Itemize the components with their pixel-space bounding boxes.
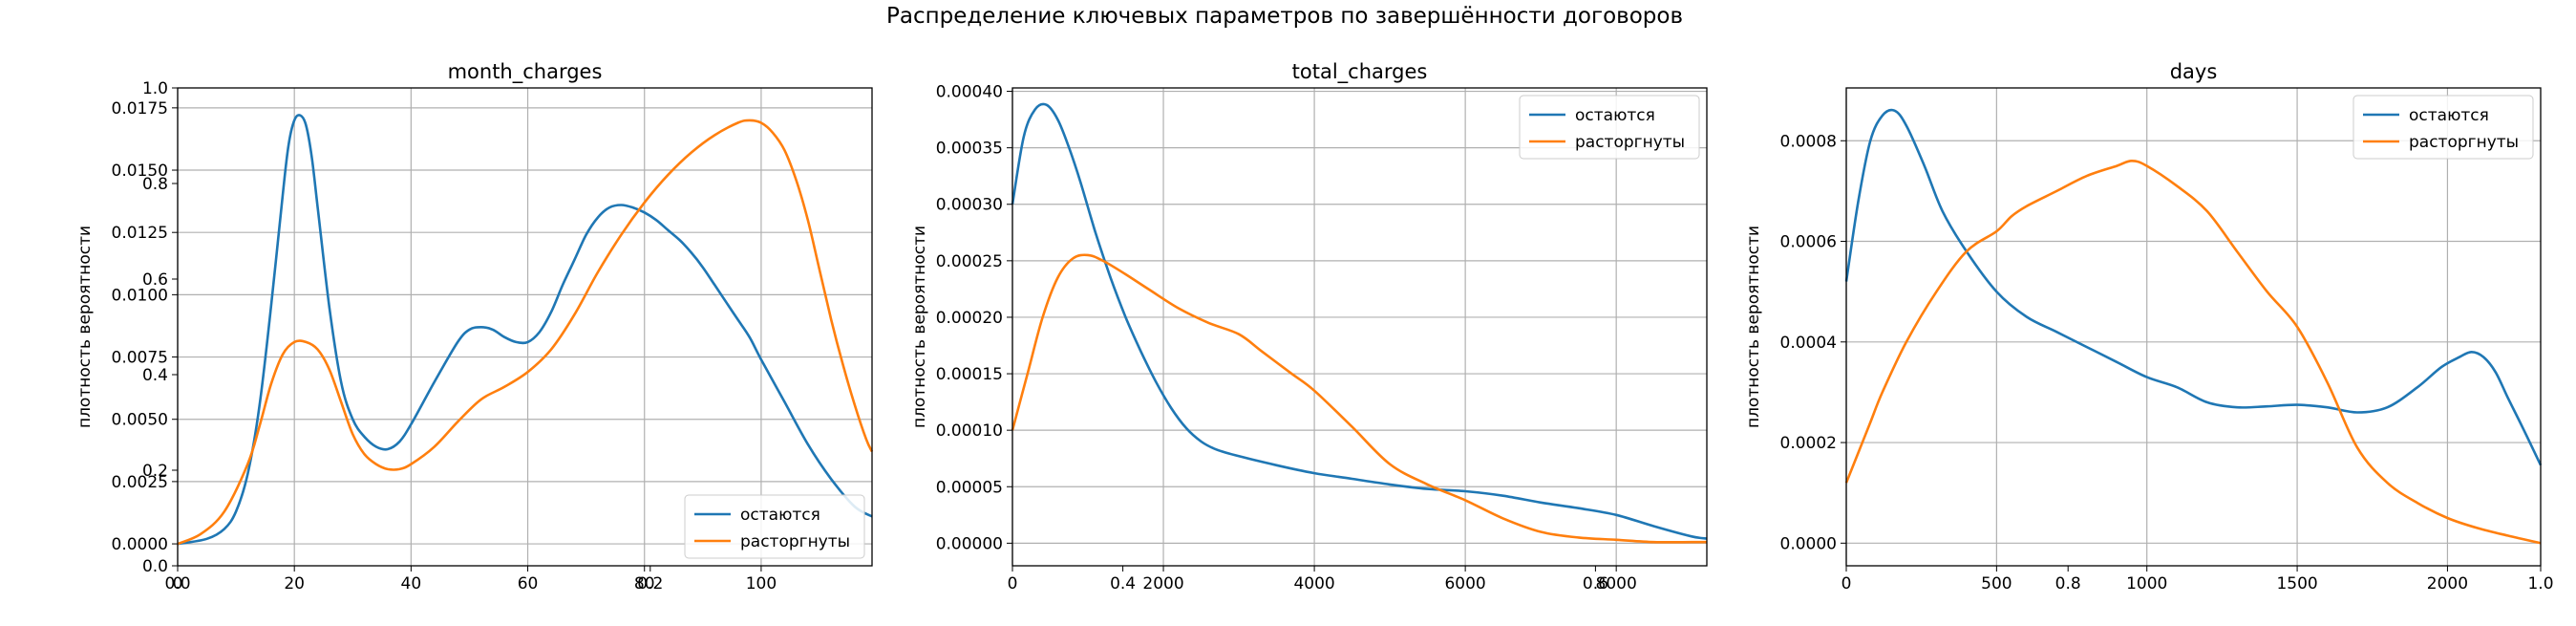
x-tick-label: 8000 bbox=[1596, 574, 1637, 594]
bg-y-tick-label: 0.4 bbox=[142, 366, 168, 385]
y-tick-label: 0.0175 bbox=[112, 99, 168, 119]
subplot-title: total_charges bbox=[1292, 60, 1428, 84]
x-tick-label: 0 bbox=[1008, 574, 1018, 594]
y-tick-label: 0.00020 bbox=[936, 309, 1003, 328]
bg-x-tick-label: 0.8 bbox=[2055, 574, 2081, 594]
figure-suptitle: Распределение ключевых параметров по зав… bbox=[886, 4, 1683, 29]
x-tick-label: 20 bbox=[284, 574, 305, 594]
series-line-churn bbox=[1011, 253, 1707, 544]
subplot-month-charges: 0 20 40 60 80 1000.00000.00250.00500.00750.01… bbox=[75, 60, 874, 594]
subplot-title: month_charges bbox=[448, 60, 603, 84]
legend-label: остаются bbox=[2409, 106, 2489, 125]
y-tick-label: 0.00000 bbox=[936, 534, 1003, 553]
bg-y-tick-label: 0.0 bbox=[142, 557, 168, 576]
background-axes: 0.0 0.2 0.4 0.6 0.8 1.0 0.0 0.2 0.4 0.6 0.8 1.0 bbox=[142, 79, 2554, 594]
y-tick-label: 0.0100 bbox=[112, 286, 168, 305]
bg-x-tick-label: 0.2 bbox=[637, 574, 663, 594]
plot-area bbox=[178, 88, 872, 566]
legend-label: остаются bbox=[1575, 106, 1655, 125]
legend-label: расторгнуты bbox=[740, 532, 850, 551]
bg-y-tick-label: 0.2 bbox=[142, 462, 168, 481]
series-line-stay bbox=[1011, 102, 1708, 540]
y-tick-label: 0.0002 bbox=[1780, 434, 1837, 453]
bg-y-tick-label: 0.8 bbox=[142, 175, 168, 194]
y-tick-label: 0.0006 bbox=[1780, 233, 1837, 252]
bg-x-tick-label: 0.4 bbox=[1110, 574, 1136, 594]
y-tick-label: 0.0004 bbox=[1780, 334, 1837, 353]
y-axis-label: плотность вероятности bbox=[75, 226, 95, 428]
subplot-total-charges: 0 2000 4000 6000 8000 0.00000 0.00005 0.00010 0.… bbox=[910, 60, 1708, 594]
y-tick-label: 0.00035 bbox=[936, 140, 1003, 159]
legend: остаются расторгнуты bbox=[2352, 95, 2534, 160]
x-tick-label: 500 bbox=[1981, 574, 2012, 594]
legend-box bbox=[2352, 95, 2534, 160]
subplot-title: days bbox=[2170, 60, 2218, 83]
x-tick-label: 4000 bbox=[1293, 574, 1334, 594]
y-tick-label: 0.00040 bbox=[936, 83, 1003, 102]
series-line-stay bbox=[177, 114, 873, 546]
x-tick-label: 1500 bbox=[2276, 574, 2317, 594]
plot-area bbox=[1846, 88, 2541, 566]
x-tick-label: 40 bbox=[401, 574, 422, 594]
axes-frame bbox=[1845, 87, 2542, 567]
series-line-churn bbox=[1844, 160, 2542, 545]
plot-area bbox=[1012, 88, 1707, 566]
axes-frame bbox=[177, 87, 873, 567]
y-axis-label: плотность вероятности bbox=[1744, 226, 1763, 428]
bg-x-tick-label: 0.0 bbox=[164, 574, 190, 594]
legend-label: расторгнуты bbox=[2409, 133, 2519, 152]
y-tick-label: 0.0150 bbox=[112, 162, 168, 181]
series-line-stay bbox=[1844, 108, 2543, 466]
y-tick-label: 0.0075 bbox=[112, 349, 168, 368]
x-tick-label: 100 bbox=[746, 574, 777, 594]
bg-x-tick-label: 0.6 bbox=[1583, 574, 1608, 594]
x-tick-label: 2000 bbox=[2427, 574, 2468, 594]
x-tick-label: 1000 bbox=[2126, 574, 2167, 594]
y-tick-label: 0.00025 bbox=[936, 252, 1003, 271]
subplot-days: 0 500 1000 1500 2000 0.0000 0.0002 0.0004 0.0006… bbox=[1744, 60, 2543, 594]
legend: остаются расторгнуты bbox=[1519, 95, 1700, 160]
bg-y-tick-label: 0.6 bbox=[142, 270, 168, 290]
y-tick-label: 0.00030 bbox=[936, 196, 1003, 215]
bg-y-tick-label: 1.0 bbox=[142, 79, 168, 98]
y-tick-label: 0.0000 bbox=[112, 535, 168, 554]
y-tick-label: 0.0000 bbox=[1780, 534, 1837, 553]
x-tick-label: 0 bbox=[1842, 574, 1852, 594]
y-tick-label: 0.0008 bbox=[1780, 132, 1837, 151]
y-tick-label: 0.00005 bbox=[936, 478, 1003, 497]
x-tick-label: 6000 bbox=[1444, 574, 1485, 594]
y-tick-label: 0.00015 bbox=[936, 365, 1003, 384]
series-line-churn bbox=[177, 119, 874, 546]
y-tick-label: 0.0025 bbox=[112, 473, 168, 492]
x-tick-label: 0 bbox=[173, 574, 183, 594]
bg-x-tick-label: 1.0 bbox=[2527, 574, 2553, 594]
legend-box bbox=[684, 494, 865, 559]
y-tick-label: 0.0050 bbox=[112, 411, 168, 430]
axes-frame bbox=[1011, 87, 1708, 567]
y-axis-label: плотность вероятности bbox=[910, 226, 929, 428]
grid-lines bbox=[1011, 88, 1707, 566]
legend: остаются расторгнуты bbox=[684, 494, 865, 559]
x-tick-label: 2000 bbox=[1142, 574, 1183, 594]
legend-box bbox=[1519, 95, 1700, 160]
x-tick-label: 60 bbox=[518, 574, 539, 594]
y-tick-label: 0.0125 bbox=[112, 224, 168, 243]
y-tick-label: 0.00010 bbox=[936, 421, 1003, 441]
x-tick-label: 80 bbox=[634, 574, 655, 594]
legend-label: расторгнуты bbox=[1575, 133, 1685, 152]
legend-label: остаются bbox=[740, 506, 820, 525]
